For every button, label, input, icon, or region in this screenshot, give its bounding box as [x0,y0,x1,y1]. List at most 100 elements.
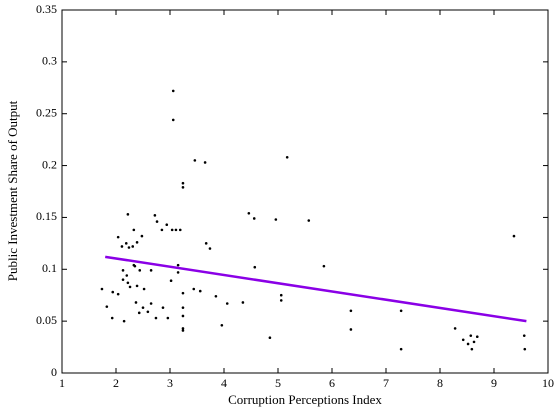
scatter-point [466,342,470,346]
scatter-point [285,155,289,159]
x-tick-label: 9 [491,376,497,390]
scatter-point [307,219,311,222]
fit-line [105,255,527,323]
scatter-point [161,306,165,309]
scatter-point [198,289,202,293]
x-tick-label: 10 [542,376,554,390]
scatter-point [141,306,145,309]
scatter-point [399,347,403,351]
scatter-point [121,269,125,272]
scatter-point [461,338,465,342]
scatter-point [111,290,115,294]
scatter-point [122,319,126,323]
scatter-point [160,228,164,232]
y-tick-label: 0.25 [36,105,57,119]
scatter-point [475,335,479,339]
x-axis-label: Corruption Perceptions Index [228,392,382,407]
y-tick-label: 0.35 [36,2,57,16]
scatter-point [126,213,130,216]
scatter-point [453,327,457,330]
scatter-point [169,279,173,282]
scatter-point [181,186,185,189]
scatter-point [155,220,159,223]
scatter-point [204,242,208,245]
scatter-point [140,234,144,238]
scatter-point [253,265,257,269]
scatter-point [192,287,196,291]
scatter-point [279,293,283,297]
scatter-point [181,314,185,318]
x-tick-label: 4 [221,376,227,390]
scatter-point [125,274,129,277]
scatter-point [135,284,139,288]
scatter-point [181,291,185,295]
scatter-point [105,305,109,308]
scatter-point [142,287,146,291]
scatter-point [110,316,114,320]
scatter-point [268,336,272,340]
scatter-point [137,311,141,315]
scatter-point [193,159,197,162]
scatter-point [279,299,283,302]
scatter-point [131,245,135,248]
scatter-point [146,310,150,314]
x-tick-label: 6 [329,376,335,390]
scatter-point [153,214,157,217]
scatter-point [203,161,207,164]
x-tick-label: 7 [383,376,389,390]
scatter-point [225,302,229,305]
scatter-point [247,211,251,215]
scatter-point [128,285,132,289]
scatter-point [120,245,124,248]
scatter-point [171,118,175,122]
y-tick-label: 0.1 [42,261,57,275]
y-tick-label: 0.3 [42,54,57,68]
scatter-point [523,347,527,351]
scatter-point [181,327,185,330]
scatter-point [220,323,224,327]
y-tick-label: 0.05 [36,313,57,327]
scatter-point [149,302,153,305]
scatter-point [121,278,125,281]
x-tick-label: 8 [437,376,443,390]
scatter-point [126,281,130,285]
x-tick-label: 3 [167,376,173,390]
scatter-point [166,316,170,320]
y-tick-label: 0 [51,365,57,379]
scatter-point [181,306,185,309]
scatter-point [274,218,278,221]
scatter-point [149,269,153,272]
scatter-point [322,264,326,268]
x-tick-label: 1 [59,376,65,390]
scatter-point [399,309,403,313]
scatter-point [208,247,212,250]
x-tick-label: 2 [113,376,119,390]
scatter-point [178,228,182,232]
scatter-point [241,301,245,304]
scatter-point [154,316,158,320]
scatter-point [181,181,185,185]
y-axis-label: Public Investment Share of Output [5,100,20,281]
scatter-point [349,309,353,313]
scatter-point [522,334,526,337]
scatter-point [252,217,256,220]
y-tick-label: 0.2 [42,157,57,171]
scatter-point [165,223,169,226]
plot-frame [61,9,549,374]
scatter-point [132,228,136,232]
scatter-point [116,235,120,239]
x-tick-label: 5 [275,376,281,390]
scatter-point [349,328,353,331]
scatter-point [116,292,120,296]
scatter-point [124,242,128,245]
scatter-point [176,263,180,267]
scatter-point [135,241,139,244]
scatter-point [138,269,142,272]
scatter-point [133,264,137,268]
scatter-point [170,228,174,232]
scatter-point [512,234,516,238]
scatter-point [174,228,178,232]
scatter-point [127,246,131,249]
